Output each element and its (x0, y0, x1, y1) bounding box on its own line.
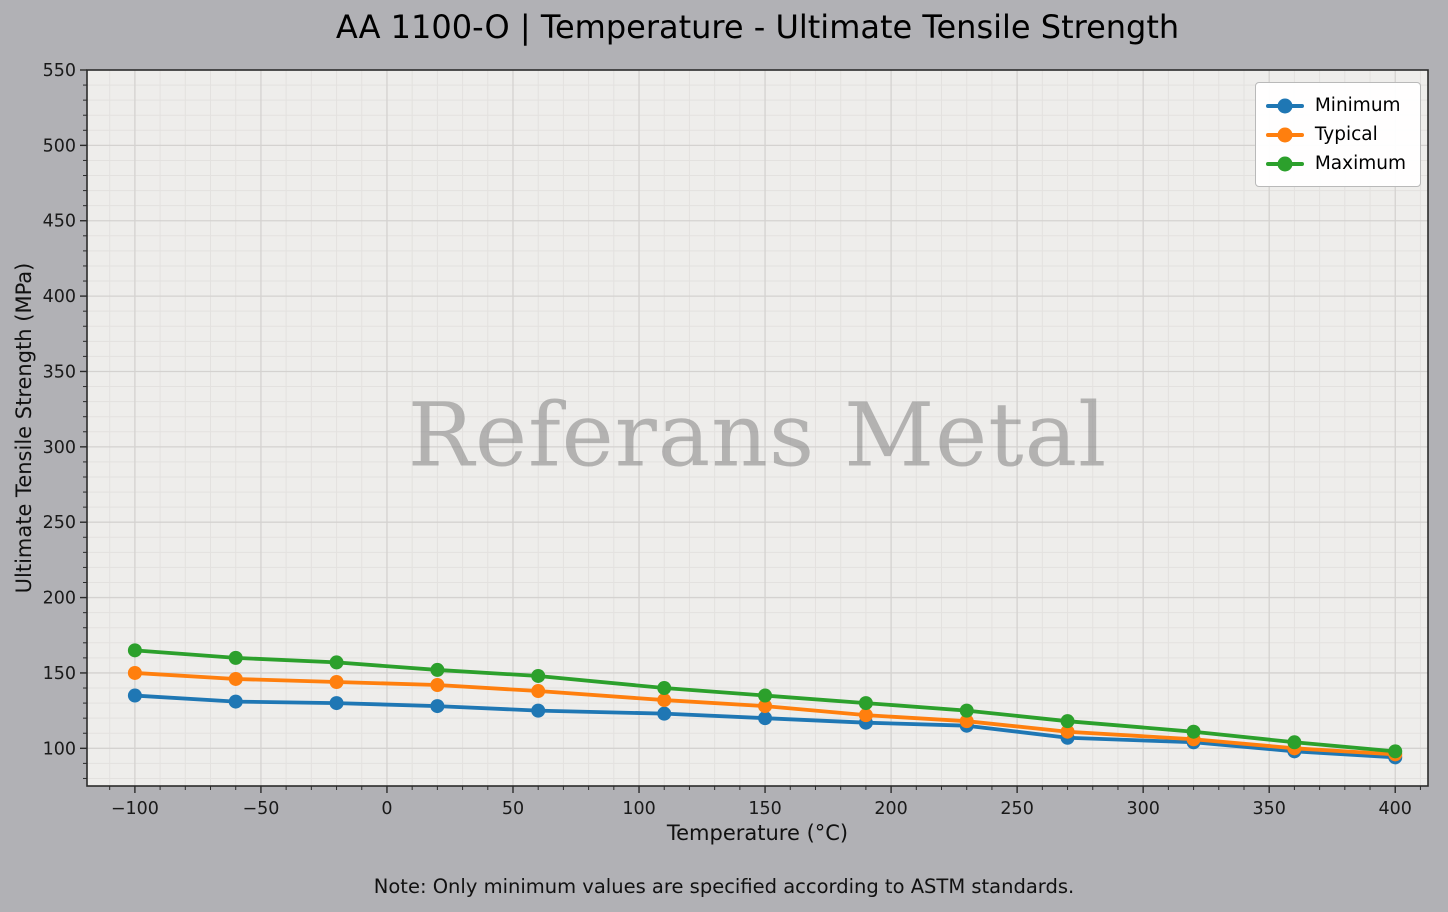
y-tick-label: 450 (43, 212, 76, 232)
y-tick-label: 300 (43, 438, 76, 458)
data-point-maximum (657, 681, 672, 696)
data-point-typical (329, 674, 344, 689)
y-tick-label: 500 (43, 136, 76, 156)
x-tick-label: 200 (874, 799, 907, 819)
legend-item-typical: Typical (1265, 120, 1406, 149)
data-point-minimum (758, 711, 773, 726)
legend-label-minimum: Minimum (1314, 95, 1401, 116)
y-tick-label: 350 (43, 362, 76, 382)
data-point-maximum (1060, 714, 1075, 729)
x-tick-label: 150 (748, 799, 781, 819)
legend: Minimum Typical Maximum (1254, 82, 1421, 187)
x-axis-label: Temperature (°C) (666, 821, 849, 845)
y-tick-label: 150 (43, 664, 76, 684)
y-tick-label: 400 (43, 287, 76, 307)
data-point-typical (858, 708, 873, 723)
y-tick-label: 250 (43, 513, 76, 533)
data-point-maximum (1287, 735, 1302, 750)
data-point-maximum (1388, 744, 1403, 759)
note-text: Note: Only minimum values are specified … (373, 875, 1075, 898)
data-point-typical (430, 678, 445, 693)
data-point-typical (758, 699, 773, 714)
data-point-minimum (228, 694, 243, 709)
plot-area (87, 70, 1428, 786)
data-point-minimum (127, 688, 142, 703)
data-point-minimum (430, 699, 445, 714)
legend-label-typical: Typical (1314, 124, 1378, 145)
data-point-typical (127, 665, 142, 680)
maximum-line-marker-icon (1265, 156, 1304, 172)
data-point-typical (1060, 724, 1075, 739)
data-point-typical (531, 684, 546, 699)
data-point-typical (657, 693, 672, 708)
data-point-maximum (531, 668, 546, 683)
y-tick-label: 200 (43, 589, 76, 609)
y-tick-label: 550 (43, 61, 76, 81)
y-axis-label: Ultimate Tensile Strength (MPa) (12, 262, 36, 594)
x-tick-label: 250 (1000, 799, 1033, 819)
axes-spines (86, 69, 1429, 787)
data-point-maximum (1186, 724, 1201, 739)
data-point-maximum (758, 688, 773, 703)
legend-label-maximum: Maximum (1314, 153, 1406, 174)
y-tick-label: 100 (43, 739, 76, 759)
legend-item-minimum: Minimum (1265, 91, 1406, 120)
data-point-maximum (858, 696, 873, 711)
x-tick-label: 100 (622, 799, 655, 819)
typical-line-marker-icon (1265, 127, 1304, 143)
data-point-minimum (657, 706, 672, 721)
x-tick-label: −100 (111, 799, 159, 819)
x-tick-label: 50 (502, 799, 524, 819)
x-tick-label: 400 (1379, 799, 1412, 819)
data-point-typical (959, 714, 974, 729)
x-tick-label: 350 (1252, 799, 1285, 819)
minimum-line-marker-icon (1265, 98, 1304, 114)
data-point-minimum (329, 696, 344, 711)
chart-title: AA 1100-O | Temperature - Ultimate Tensi… (335, 8, 1180, 46)
data-point-maximum (228, 650, 243, 665)
x-tick-label: 0 (381, 799, 392, 819)
x-tick-label: 300 (1126, 799, 1159, 819)
legend-item-maximum: Maximum (1265, 149, 1406, 178)
data-point-maximum (127, 643, 142, 658)
data-point-maximum (959, 703, 974, 718)
data-point-minimum (531, 703, 546, 718)
data-point-typical (228, 671, 243, 686)
x-tick-label: −50 (242, 799, 279, 819)
data-point-maximum (430, 662, 445, 677)
data-point-maximum (329, 655, 344, 670)
